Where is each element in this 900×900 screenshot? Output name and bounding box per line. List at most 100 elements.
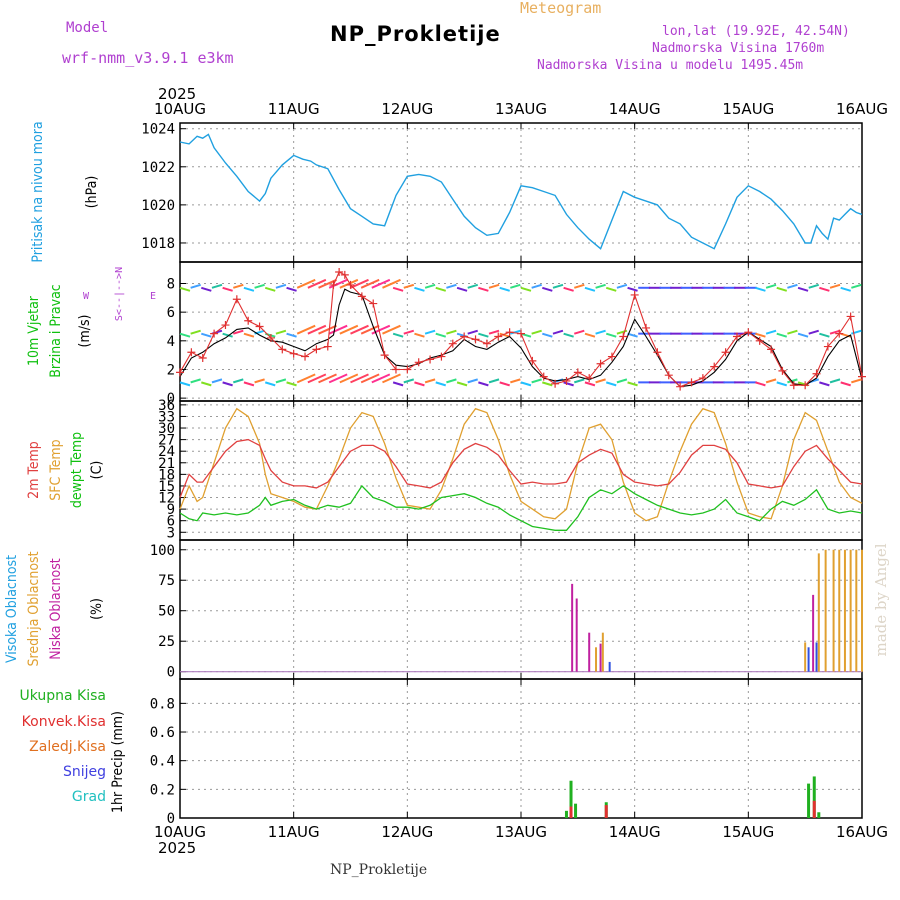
wind-arrow <box>542 381 553 387</box>
xtick-label-top: 12AUG <box>381 100 433 118</box>
gust-marker <box>664 371 673 380</box>
ytick-label: 8 <box>167 276 175 292</box>
temp2m-line <box>179 438 863 498</box>
wind-arrow <box>424 329 436 335</box>
ytick-label: 27 <box>158 433 175 449</box>
pressure-line <box>179 133 863 250</box>
precip-bar-total <box>807 783 811 818</box>
wind-arrow <box>563 286 574 292</box>
gust-marker <box>340 270 349 279</box>
wind-arrow <box>254 378 265 384</box>
ytick-label: 0 <box>167 811 175 827</box>
precip-legend-item: Zaledj.Kisa <box>29 739 106 755</box>
wind-arrow <box>392 332 404 338</box>
gust-marker <box>329 280 338 289</box>
wind-arrow <box>275 378 287 384</box>
wind-arrow <box>222 381 233 387</box>
unit-wind: (m/s) <box>77 315 93 348</box>
compass-west: W <box>83 291 90 302</box>
ytick-label: 0 <box>167 665 175 681</box>
wind-arrow <box>755 332 766 338</box>
wind-arrow <box>573 329 585 335</box>
wind-arrow <box>488 283 500 289</box>
wind-arrow <box>797 286 809 292</box>
ylabel-low-cloud: Niska Oblacnost <box>48 558 64 660</box>
gust-marker <box>289 349 298 358</box>
wind-arrow <box>414 286 425 292</box>
gust-marker <box>380 351 389 360</box>
wind-arrow <box>627 332 638 338</box>
footer-station: NP_Prokletije <box>330 862 428 878</box>
ytick-label: 1022 <box>141 160 175 176</box>
ytick-label: 6 <box>167 514 175 530</box>
gust-marker <box>357 292 366 301</box>
wind-arrow <box>264 286 276 292</box>
xtick-label-bottom: 14AUG <box>609 823 661 841</box>
wind-arrow <box>829 283 841 289</box>
gust-marker <box>698 374 707 383</box>
gust-marker <box>426 355 435 364</box>
wind-arrow <box>776 332 788 338</box>
wind-arrow <box>179 332 191 338</box>
wind-arrow <box>819 286 830 292</box>
wind-arrow <box>776 381 788 387</box>
wind-arrow <box>787 283 798 289</box>
panel-frame <box>179 539 863 680</box>
wind-arrow <box>819 332 830 338</box>
wind-arrow <box>211 378 223 384</box>
gust-marker <box>471 335 480 344</box>
wind-arrow <box>499 332 510 338</box>
wind-arrow <box>552 283 564 289</box>
coordinates: lon,lat (19.92E, 42.54N) <box>662 24 850 39</box>
wind-arrow <box>520 381 532 387</box>
xtick-label-bottom: 10AUG <box>154 823 206 841</box>
gust-marker <box>710 362 719 371</box>
wind-arrow <box>190 283 201 289</box>
wind-arrow <box>350 278 369 289</box>
ytick-label: 0.8 <box>150 696 175 712</box>
station-title: NP_Prokletije <box>330 22 501 46</box>
gust-marker <box>403 365 412 374</box>
wind-arrow <box>318 324 337 335</box>
wind-arrow <box>616 329 628 335</box>
model-name: wrf-nmm_v3.9.1 e3km <box>62 49 234 67</box>
wind-arrow <box>360 324 380 335</box>
ytick-label: 33 <box>158 409 175 425</box>
wind-arrow <box>467 329 479 335</box>
gust-marker <box>619 332 628 341</box>
precip-legend-item: Ukupna Kisa <box>19 688 106 704</box>
gust-marker <box>232 295 241 304</box>
wind-arrow <box>350 324 369 335</box>
wind-arrow <box>371 324 391 335</box>
ytick-label: 50 <box>158 604 175 620</box>
gust-marker <box>585 374 594 383</box>
wind-arrow <box>605 381 617 387</box>
xtick-label-top: 14AUG <box>609 100 661 118</box>
wind-arrow <box>488 378 500 384</box>
wind-arrow <box>531 283 542 289</box>
precip-bar-total <box>564 810 568 818</box>
gust-marker <box>517 329 525 338</box>
wind-arrow <box>243 286 255 292</box>
wind-arrow <box>616 378 628 384</box>
wind-arrow <box>190 329 201 335</box>
ytick-label: 4 <box>167 334 175 350</box>
wind-arrow <box>264 381 276 387</box>
ytick-label: 1018 <box>141 236 175 252</box>
wind-arrow <box>201 381 212 387</box>
wind-arrow <box>552 329 564 335</box>
wind-arrow <box>424 378 436 384</box>
ytick-label: 0.2 <box>150 782 175 798</box>
gust-marker <box>255 322 264 331</box>
wind-arrow <box>435 381 447 387</box>
panel-frame <box>179 400 863 541</box>
wind-arrow <box>328 324 348 335</box>
wind-arrow <box>563 332 574 338</box>
ylabel-mid-cloud: Srednja Oblacnost <box>26 551 42 666</box>
xtick-label-bottom: 15AUG <box>722 823 774 841</box>
gust-marker <box>607 352 616 361</box>
wind-arrow <box>382 373 401 384</box>
wind-arrow <box>627 286 638 292</box>
wind-arrow <box>339 324 359 335</box>
wind-arrow <box>275 329 287 335</box>
